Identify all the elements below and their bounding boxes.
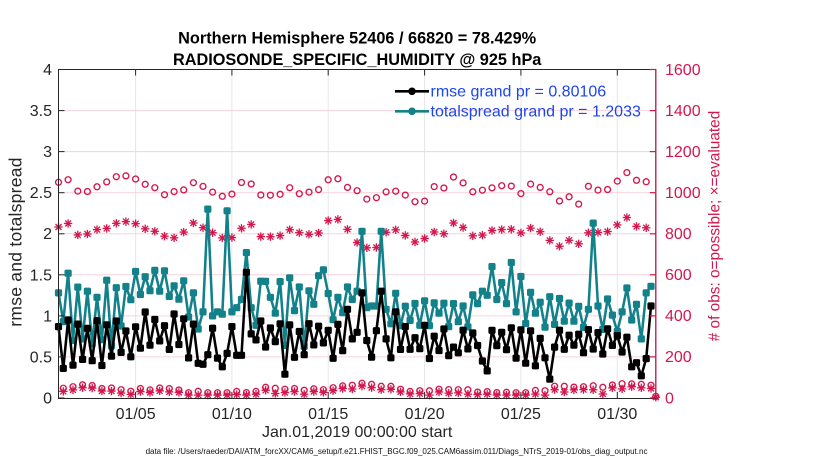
svg-text:600: 600 [665, 267, 692, 284]
svg-text:2: 2 [43, 226, 52, 243]
svg-text:Northern Hemisphere 52406 / 66: Northern Hemisphere 52406 / 66820 = 78.4… [178, 30, 536, 48]
svg-text:RADIOSONDE_SPECIFIC_HUMIDITY @: RADIOSONDE_SPECIFIC_HUMIDITY @ 925 hPa [173, 51, 542, 69]
svg-text:01/10: 01/10 [212, 406, 252, 423]
svg-text:400: 400 [665, 308, 692, 325]
svg-text:1: 1 [43, 308, 52, 325]
svg-text:1200: 1200 [665, 144, 701, 161]
svg-text:1000: 1000 [665, 185, 701, 202]
svg-text:Jan.01,2019 00:00:00 start: Jan.01,2019 00:00:00 start [262, 424, 453, 441]
svg-text:3.5: 3.5 [30, 103, 52, 120]
svg-text:rmse and totalspread: rmse and totalspread [6, 157, 26, 326]
svg-text:01/25: 01/25 [501, 406, 541, 423]
svg-text:01/05: 01/05 [116, 406, 156, 423]
svg-text:# of obs: o=possible; ×=evalua: # of obs: o=possible; ×=evaluated [707, 111, 724, 342]
svg-text:200: 200 [665, 349, 692, 366]
svg-text:01/20: 01/20 [405, 406, 445, 423]
svg-text:rmse grand pr = 0.80106: rmse grand pr = 0.80106 [431, 84, 607, 101]
svg-text:data file: /Users/raeder/DAI/A: data file: /Users/raeder/DAI/ATM_forcXX/… [146, 447, 648, 456]
svg-text:totalspread grand pr = 1.2033: totalspread grand pr = 1.2033 [431, 104, 641, 121]
svg-text:3: 3 [43, 144, 52, 161]
svg-text:4: 4 [43, 62, 52, 79]
svg-text:1.5: 1.5 [30, 267, 52, 284]
svg-text:800: 800 [665, 226, 692, 243]
svg-text:1400: 1400 [665, 103, 701, 120]
svg-text:0.5: 0.5 [30, 349, 52, 366]
svg-text:01/15: 01/15 [308, 406, 348, 423]
svg-text:2.5: 2.5 [30, 185, 52, 202]
svg-text:1600: 1600 [665, 62, 701, 79]
svg-text:0: 0 [665, 390, 674, 407]
svg-text:01/30: 01/30 [597, 406, 637, 423]
svg-text:0: 0 [43, 391, 52, 408]
